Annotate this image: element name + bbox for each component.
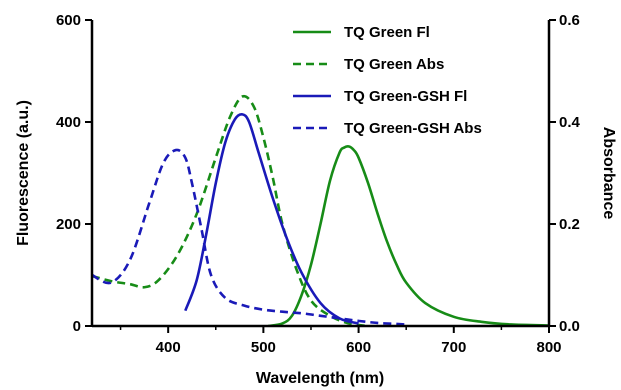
y-tick-label: 400 — [56, 114, 81, 131]
legend-entry-2: TQ Green-GSH Fl — [344, 88, 467, 105]
legend-entry-1: TQ Green Abs — [344, 56, 444, 73]
legend: TQ Green Fl TQ Green Abs TQ Green-GSH Fl TQ… — [293, 24, 482, 137]
x-tick-label: 700 — [441, 339, 466, 356]
legend-entry-0: TQ Green Fl — [344, 24, 430, 41]
x-tick-label: 800 — [536, 339, 561, 356]
series-line-1 — [92, 94, 369, 326]
y-tick-label: 200 — [56, 216, 81, 233]
y2-tick-label: 0.6 — [559, 12, 580, 29]
y-tick-label: 0 — [73, 318, 81, 335]
y2-tick-label: 0.0 — [559, 318, 580, 335]
y2-tick-label: 0.2 — [559, 216, 580, 233]
y2-axis-label: Absorbance — [600, 127, 617, 220]
legend-entry-3: TQ Green-GSH Abs — [344, 120, 482, 137]
x-tick-label: 500 — [251, 339, 276, 356]
y-tick-label: 600 — [56, 12, 81, 29]
series-line-2 — [184, 112, 359, 325]
y-axis-label: Fluorescence (a.u.) — [15, 100, 32, 246]
x-axis-label: Wavelength (nm) — [256, 370, 384, 387]
plot-lines — [92, 94, 549, 326]
series-line-0 — [267, 145, 549, 326]
series-line-3 — [92, 148, 407, 326]
ticks: 400 500 600 700 800 0 200 400 600 0.0 0.2 0.4 0.6 — [56, 12, 581, 356]
x-tick-label: 600 — [346, 339, 371, 356]
y2-tick-label: 0.4 — [559, 114, 581, 131]
x-tick-label: 400 — [156, 339, 181, 356]
